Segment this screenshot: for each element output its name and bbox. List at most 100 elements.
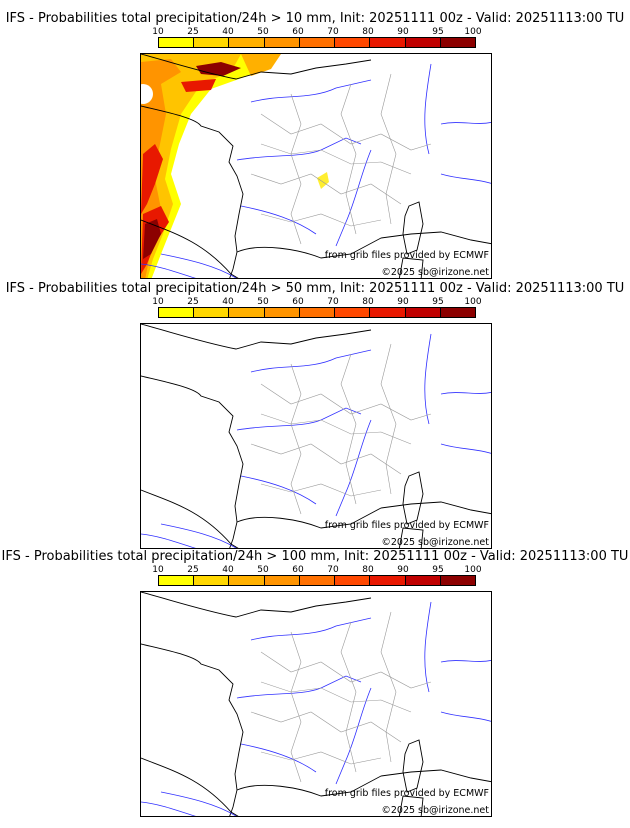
tick-label: 100	[464, 27, 482, 37]
panel-title: IFS - Probabilities total precipitation/…	[1, 549, 629, 564]
colorbar-swatch	[440, 308, 475, 317]
colorbar	[158, 307, 476, 318]
colorbar-swatch	[159, 308, 195, 317]
colorbar-ticks: 10 25 40 50 60 70 80 90 95 100	[140, 27, 490, 37]
coastline	[236, 231, 491, 259]
map-panel-100mm: IFS - Probabilities total precipitation/…	[0, 548, 630, 817]
tick-label: 70	[327, 297, 339, 307]
corsica-coast	[402, 471, 424, 525]
river-tagus	[141, 533, 196, 548]
colorbar-swatch	[264, 308, 300, 317]
iberia-coast	[141, 489, 239, 548]
tick-label: 90	[397, 297, 409, 307]
colorbar-swatch	[405, 576, 441, 585]
tick-label: 50	[257, 297, 269, 307]
colorbar-swatch	[229, 576, 265, 585]
colorbar-swatch	[194, 38, 230, 47]
france-map: from grib files provided by ECMWF ©2025 …	[141, 592, 491, 816]
river-rhine	[424, 601, 432, 693]
copyright-credit: ©2025 sb@irizone.net	[381, 805, 489, 816]
shading-yellow-spot	[317, 172, 329, 189]
colorbar-swatch	[405, 38, 441, 47]
colorbar-swatch	[194, 576, 230, 585]
river-tagus	[141, 263, 196, 278]
region-border	[340, 83, 357, 235]
river-po	[440, 443, 491, 454]
no-data-spot	[141, 84, 153, 104]
river-ebro	[160, 523, 237, 548]
colorbar-swatch	[335, 576, 371, 585]
colorbar-swatch	[440, 576, 475, 585]
colorbar	[158, 575, 476, 586]
tick-label: 80	[362, 297, 374, 307]
sardinia-coast	[398, 527, 424, 548]
coastline	[141, 105, 244, 278]
colorbar-ticks: 10 25 40 50 60 70 80 90 95 100	[140, 297, 490, 307]
tick-label: 25	[187, 297, 199, 307]
colorbar-swatch	[159, 38, 195, 47]
sardinia-coast	[398, 257, 424, 278]
tick-label: 80	[362, 27, 374, 37]
coastline	[141, 54, 372, 80]
river-rhone	[335, 687, 372, 785]
region-border	[250, 443, 402, 475]
coastline	[141, 643, 244, 816]
river-garonne	[240, 475, 317, 505]
river-ebro	[160, 791, 237, 816]
region-border	[260, 113, 432, 151]
coastline	[236, 501, 491, 529]
coastline	[141, 375, 244, 548]
tick-label: 60	[292, 27, 304, 37]
region-border	[260, 681, 412, 713]
france-map: from grib files provided by ECMWF ©2025 …	[141, 324, 491, 548]
region-border	[260, 651, 432, 689]
shading-red	[141, 144, 163, 214]
region-border	[260, 143, 412, 175]
river-ebro	[160, 253, 237, 278]
tick-label: 50	[257, 565, 269, 575]
shading-orange	[241, 54, 281, 76]
region-border	[380, 73, 397, 225]
tick-label: 40	[222, 297, 234, 307]
coastline	[141, 324, 372, 350]
region-border	[340, 353, 357, 505]
colorbar-swatch	[440, 38, 475, 47]
map-area: from grib files provided by ECMWF ©2025 …	[140, 323, 492, 549]
tick-label: 100	[464, 297, 482, 307]
tick-label: 40	[222, 565, 234, 575]
corsica-coast	[402, 739, 424, 793]
river-po	[440, 173, 491, 184]
colorbar-swatch	[194, 308, 230, 317]
river-seine	[250, 79, 372, 103]
tick-label: 80	[362, 565, 374, 575]
map-panel-10mm: IFS - Probabilities total precipitation/…	[0, 10, 630, 279]
tick-label: 70	[327, 27, 339, 37]
region-border	[380, 343, 397, 495]
map-panel-50mm: IFS - Probabilities total precipitation/…	[0, 280, 630, 549]
river-danube	[440, 659, 491, 663]
tick-label: 25	[187, 565, 199, 575]
colorbar-swatch	[264, 576, 300, 585]
tick-label: 10	[152, 297, 164, 307]
tick-label: 50	[257, 27, 269, 37]
region-border	[260, 213, 382, 227]
tick-label: 100	[464, 565, 482, 575]
river-garonne	[240, 205, 317, 235]
river-seine	[250, 617, 372, 641]
river-seine	[250, 349, 372, 373]
region-border	[250, 711, 402, 743]
map-area: from grib files provided by ECMWF ©2025 …	[140, 53, 492, 279]
colorbar-swatch	[370, 576, 406, 585]
map-area: from grib files provided by ECMWF ©2025 …	[140, 591, 492, 817]
panel-title: IFS - Probabilities total precipitation/…	[5, 281, 625, 296]
iberia-coast	[141, 757, 239, 816]
colorbar	[158, 37, 476, 48]
tick-label: 70	[327, 565, 339, 575]
colorbar-swatch	[229, 38, 265, 47]
tick-label: 90	[397, 565, 409, 575]
region-border	[290, 363, 302, 515]
river-rhone	[335, 419, 372, 517]
colorbar-swatch	[229, 308, 265, 317]
colorbar-swatch	[159, 576, 195, 585]
region-border	[260, 751, 382, 765]
